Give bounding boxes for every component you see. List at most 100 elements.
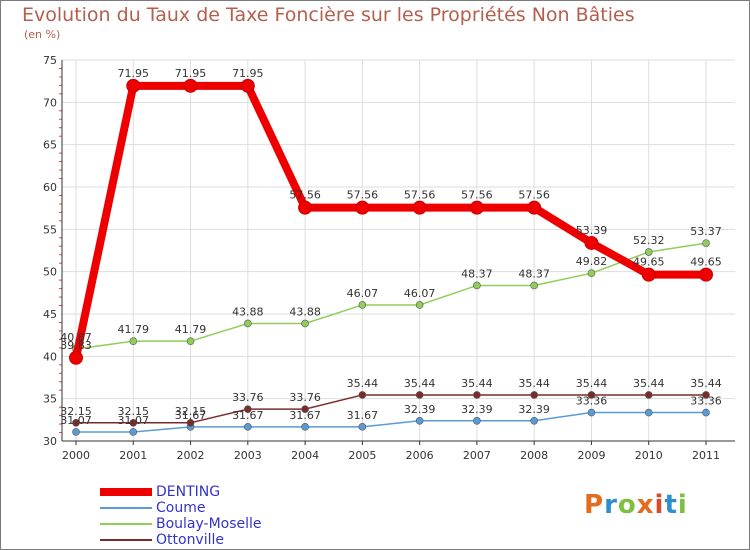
data-label-denting: 57.56 (461, 189, 493, 202)
data-label-boulay-moselle: 43.88 (289, 305, 321, 318)
legend-label-denting: DENTING (156, 484, 221, 500)
data-point-coume (129, 428, 138, 436)
y-tick-label: 75 (43, 54, 57, 67)
logo-letter: i (677, 490, 688, 520)
data-point-denting (355, 200, 370, 215)
data-point-ottonville (415, 391, 424, 399)
data-label-boulay-moselle: 53.37 (690, 225, 722, 238)
data-point-denting (240, 78, 255, 93)
data-label-ottonville: 35.44 (576, 377, 608, 390)
data-label-boulay-moselle: 43.88 (232, 305, 264, 318)
x-tick-label: 2003 (234, 449, 262, 462)
data-point-ottonville (644, 391, 653, 399)
data-label-ottonville: 35.44 (633, 377, 665, 390)
data-point-ottonville (587, 391, 596, 399)
data-label-boulay-moselle: 49.82 (576, 255, 608, 268)
x-tick-label: 2009 (577, 449, 605, 462)
data-point-denting (69, 350, 83, 365)
data-point-coume (301, 423, 309, 431)
data-point-denting (469, 200, 484, 215)
data-label-denting: 71.95 (175, 67, 207, 80)
series-line-denting (72, 81, 710, 362)
data-point-ottonville (244, 405, 252, 413)
data-point-ottonville (530, 391, 538, 399)
data-point-denting (183, 78, 198, 93)
y-tick-label: 35 (43, 393, 57, 406)
data-point-boulay-moselle (186, 337, 195, 345)
data-label-denting: 57.56 (404, 189, 436, 202)
legend-label-boulay-moselle: Boulay-Moselle (156, 516, 262, 532)
logo-letter: x (636, 490, 655, 520)
x-tick-label: 2006 (406, 449, 434, 462)
legend-swatch-boulay-moselle (100, 523, 152, 525)
y-tick-label: 40 (43, 350, 57, 363)
data-point-denting (126, 78, 141, 93)
data-point-boulay-moselle (473, 281, 481, 290)
data-label-ottonville: 35.44 (690, 377, 722, 390)
data-point-denting (527, 200, 542, 215)
x-tick-label: 2000 (62, 449, 90, 462)
data-point-boulay-moselle (301, 319, 309, 328)
legend-label-coume: Coume (156, 500, 206, 516)
data-label-denting: 49.65 (633, 256, 665, 269)
data-label-denting: 71.95 (118, 67, 150, 80)
legend-label-ottonville: Ottonville (156, 532, 225, 548)
data-point-boulay-moselle (358, 301, 367, 309)
data-point-coume (530, 416, 538, 425)
data-point-coume (587, 408, 596, 417)
x-tick-label: 2007 (463, 449, 491, 462)
data-label-coume: 31.07 (118, 414, 150, 427)
data-point-coume (702, 408, 710, 417)
x-tick-label: 2002 (177, 449, 205, 462)
data-label-denting: 49.65 (690, 256, 722, 269)
data-label-boulay-moselle: 41.79 (118, 323, 150, 336)
proxiti-logo: Proxiti (584, 490, 688, 520)
data-label-ottonville: 33.76 (232, 391, 264, 404)
data-label-denting: 39.83 (60, 339, 92, 352)
data-point-denting (298, 200, 313, 215)
data-point-denting (641, 267, 656, 282)
data-label-denting: 53.39 (576, 224, 608, 237)
logo-letter: i (654, 490, 665, 520)
data-label-boulay-moselle: 46.07 (404, 287, 436, 300)
data-point-ottonville (72, 418, 80, 427)
data-label-coume: 33.36 (576, 395, 608, 408)
data-label-coume: 31.67 (232, 409, 264, 422)
data-label-ottonville: 32.15 (60, 405, 92, 418)
y-tick-label: 65 (43, 139, 57, 152)
plot-area (62, 60, 735, 441)
legend-swatch-coume (100, 507, 152, 509)
data-point-boulay-moselle (702, 239, 710, 247)
data-label-coume: 31.67 (289, 409, 321, 422)
y-tick-label: 55 (43, 223, 57, 236)
data-point-ottonville (129, 418, 138, 427)
x-tick-label: 2011 (692, 449, 720, 462)
series-line-coume (76, 411, 706, 433)
data-label-ottonville: 35.44 (518, 377, 550, 390)
data-label-coume: 32.39 (461, 403, 493, 416)
y-tick-label: 50 (43, 266, 57, 279)
data-label-ottonville: 35.44 (404, 377, 436, 390)
x-tick-label: 2010 (635, 449, 663, 462)
logo-letter: r (604, 490, 618, 520)
data-label-coume: 33.36 (690, 395, 722, 408)
data-label-ottonville: 35.44 (347, 377, 379, 390)
y-tick-label: 45 (43, 308, 57, 321)
data-label-boulay-moselle: 40.87 (60, 331, 92, 344)
data-point-coume (244, 423, 252, 431)
data-point-coume (415, 416, 424, 425)
data-point-denting (699, 267, 713, 282)
legend-swatch-denting (100, 488, 152, 496)
data-label-ottonville: 32.15 (118, 405, 150, 418)
data-label-ottonville: 32.15 (175, 405, 207, 418)
data-point-ottonville (702, 391, 710, 399)
data-label-boulay-moselle: 48.37 (461, 267, 493, 280)
data-label-coume: 32.39 (404, 403, 436, 416)
data-point-coume (473, 416, 481, 425)
data-label-ottonville: 35.44 (461, 377, 493, 390)
data-point-denting (584, 235, 599, 250)
chart-subtitle: (en %) (24, 28, 61, 41)
data-point-boulay-moselle (587, 269, 596, 277)
data-point-ottonville (301, 405, 309, 413)
